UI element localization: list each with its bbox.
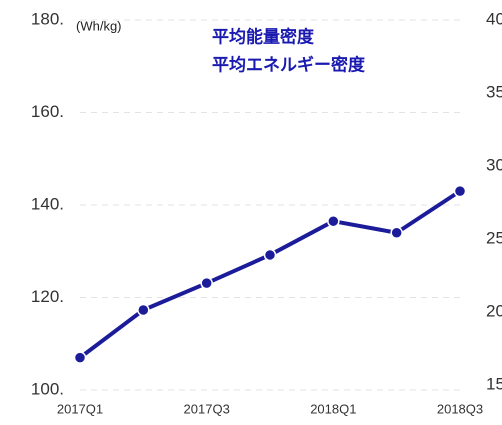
y2-tick-label: 20 bbox=[486, 301, 502, 320]
y-tick-label: 140. bbox=[31, 194, 64, 213]
marker bbox=[453, 184, 467, 198]
y2-tick-label: 40 bbox=[486, 9, 502, 28]
annotation: 平均エネルギー密度 bbox=[212, 54, 366, 74]
x-tick-label: 2017Q3 bbox=[184, 401, 230, 416]
marker bbox=[327, 214, 340, 228]
y2-tick-label: 15 bbox=[486, 374, 502, 393]
y-tick-label: 180. bbox=[31, 9, 64, 28]
marker bbox=[263, 248, 277, 262]
y-tick-label: 120. bbox=[31, 287, 64, 306]
y2-tick-label: 35 bbox=[486, 82, 502, 101]
line bbox=[78, 189, 462, 360]
y2-tick-label: 25 bbox=[486, 228, 502, 247]
marker bbox=[200, 276, 213, 290]
y-axis-label: (Wh/kg) bbox=[76, 18, 122, 33]
x-tick-label: 2018Q1 bbox=[310, 401, 356, 416]
marker bbox=[137, 303, 150, 317]
y-tick-label: 160. bbox=[31, 102, 64, 121]
y-tick-label: 100. bbox=[31, 379, 64, 398]
x-tick-label: 2017Q1 bbox=[57, 401, 103, 416]
y2-tick-label: 30 bbox=[486, 155, 502, 174]
annotation: 平均能量密度 bbox=[212, 26, 315, 46]
marker bbox=[390, 226, 403, 239]
x-tick-label: 2018Q3 bbox=[437, 401, 483, 416]
marker bbox=[73, 351, 87, 364]
